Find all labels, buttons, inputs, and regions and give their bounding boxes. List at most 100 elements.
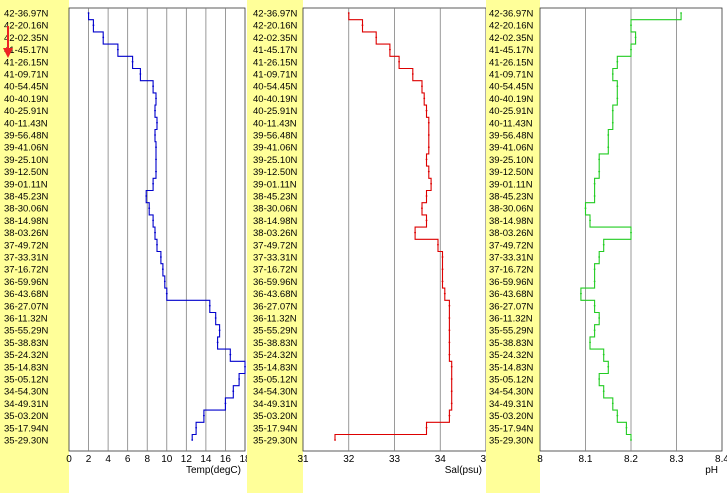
- latitude-label: 39-01.11N: [489, 179, 533, 190]
- latitude-label: 35-05.12N: [4, 375, 49, 386]
- latitude-label: 38-45.23N: [4, 192, 49, 203]
- ph-data-point: [611, 121, 614, 124]
- latitude-label: 42-20.16N: [253, 21, 298, 32]
- latitude-label: 37-33.31N: [4, 253, 49, 264]
- x-tick-label: 14: [200, 454, 212, 465]
- latitude-label: 40-40.19N: [253, 94, 298, 105]
- latitude-label: 39-01.11N: [253, 179, 297, 190]
- latitude-label: 39-56.48N: [4, 131, 49, 142]
- latitude-label: 39-41.06N: [4, 143, 49, 154]
- latitude-label: 35-55.29N: [253, 326, 298, 337]
- latitude-label: 36-11.32N: [4, 314, 48, 325]
- label-highlight-panel-2: [247, 0, 303, 493]
- sal-data-point: [389, 48, 391, 51]
- latitude-label: 34-49.31N: [489, 399, 534, 410]
- sal-data-point: [450, 378, 453, 380]
- latitude-label: 35-05.12N: [489, 375, 534, 386]
- latitude-label: 36-43.68N: [4, 289, 49, 300]
- latitude-label: 40-11.43N: [253, 118, 297, 129]
- ph-data-point: [634, 36, 637, 39]
- temp-data-point: [152, 85, 154, 88]
- latitude-label: 36-59.96N: [4, 277, 49, 288]
- ph-data-point: [611, 109, 614, 112]
- latitude-label: 34-54.30N: [489, 387, 534, 398]
- latitude-label: 42-02.35N: [489, 33, 534, 44]
- sal-data-point: [443, 292, 446, 295]
- x-tick-label: 2: [86, 454, 92, 465]
- sal-data-point: [361, 24, 364, 27]
- sal-data-point: [423, 97, 426, 100]
- ph-data-point: [593, 195, 596, 197]
- temp-data-point: [116, 48, 119, 51]
- temp-data-point: [238, 378, 241, 380]
- latitude-label: 37-49.72N: [4, 240, 49, 251]
- latitude-label: 38-14.98N: [4, 216, 49, 227]
- latitude-label: 34-54.30N: [4, 387, 49, 398]
- latitude-label: 37-33.31N: [253, 253, 298, 264]
- latitude-label: 40-25.91N: [489, 106, 534, 117]
- temp-data-point: [161, 268, 164, 271]
- ph-data-point: [598, 170, 601, 173]
- latitude-label: 41-09.71N: [4, 70, 49, 81]
- latitude-label: 42-02.35N: [253, 33, 298, 44]
- ph-data-point: [607, 365, 610, 368]
- latitude-label: 36-27.07N: [253, 301, 298, 312]
- ph-data-point: [616, 60, 619, 63]
- ph-data-point: [607, 146, 610, 149]
- temp-data-point: [154, 231, 156, 234]
- latitude-label: 37-16.72N: [253, 265, 298, 276]
- sal-data-point: [441, 268, 444, 271]
- sal-data-point: [334, 439, 336, 441]
- latitude-label: 37-16.72N: [489, 265, 534, 276]
- latitude-label: 39-12.50N: [4, 167, 49, 178]
- temp-data-point: [216, 341, 219, 344]
- label-highlight-panel-3: [486, 0, 540, 493]
- latitude-label: 35-38.83N: [253, 338, 298, 349]
- latitude-label: 39-56.48N: [489, 131, 534, 142]
- ph-data-point: [607, 134, 610, 136]
- latitude-label: 36-43.68N: [489, 289, 534, 300]
- sal-data-point: [450, 365, 453, 368]
- sal-data-point: [448, 317, 451, 319]
- sal-data-point: [450, 402, 453, 405]
- latitude-label: 35-14.83N: [489, 362, 534, 373]
- down-arrow-icon: [3, 26, 13, 58]
- sal-data-point: [398, 60, 400, 63]
- latitude-label: 40-11.43N: [4, 118, 48, 129]
- ph-data-point: [602, 243, 605, 246]
- sal-data-point: [421, 207, 423, 210]
- latitude-label: 36-11.32N: [253, 314, 297, 325]
- x-tick-label: 34: [435, 454, 447, 465]
- latitude-label: 38-30.06N: [253, 204, 298, 215]
- latitude-label: 35-38.83N: [489, 338, 534, 349]
- label-highlight-panel-1: [0, 0, 69, 493]
- temp-data-point: [154, 109, 156, 112]
- ph-data-point: [602, 390, 605, 393]
- ph-data-point: [589, 219, 591, 222]
- latitude-label: 41-45.17N: [489, 45, 534, 56]
- sal-data-point: [437, 243, 439, 246]
- latitude-label: 41-09.71N: [253, 70, 298, 81]
- x-tick-label: 31: [297, 454, 309, 465]
- sal-data-point: [448, 353, 451, 356]
- latitude-label: 35-55.29N: [489, 326, 534, 337]
- temp-data-point: [195, 426, 198, 429]
- x-tick-label: 10: [161, 454, 173, 465]
- temp-data-point: [156, 243, 158, 246]
- latitude-label: 35-14.83N: [4, 362, 49, 373]
- ph-data-point: [630, 24, 632, 27]
- temp-data-point: [87, 12, 90, 14]
- latitude-label: 38-03.26N: [4, 228, 49, 239]
- latitude-label: 40-40.19N: [489, 94, 534, 105]
- latitude-label: 34-54.30N: [253, 387, 298, 398]
- latitude-label: 38-45.23N: [489, 192, 534, 203]
- latitude-label: 41-45.17N: [4, 45, 49, 56]
- latitude-label: 37-16.72N: [4, 265, 49, 276]
- temp-data-point: [165, 292, 168, 295]
- x-tick-label: 8: [537, 454, 543, 465]
- ph-data-point: [589, 341, 591, 344]
- sal-data-point: [427, 146, 430, 149]
- sal-profile-line: [334, 13, 453, 440]
- ph-data-point: [598, 158, 601, 161]
- temp-data-point: [218, 329, 221, 332]
